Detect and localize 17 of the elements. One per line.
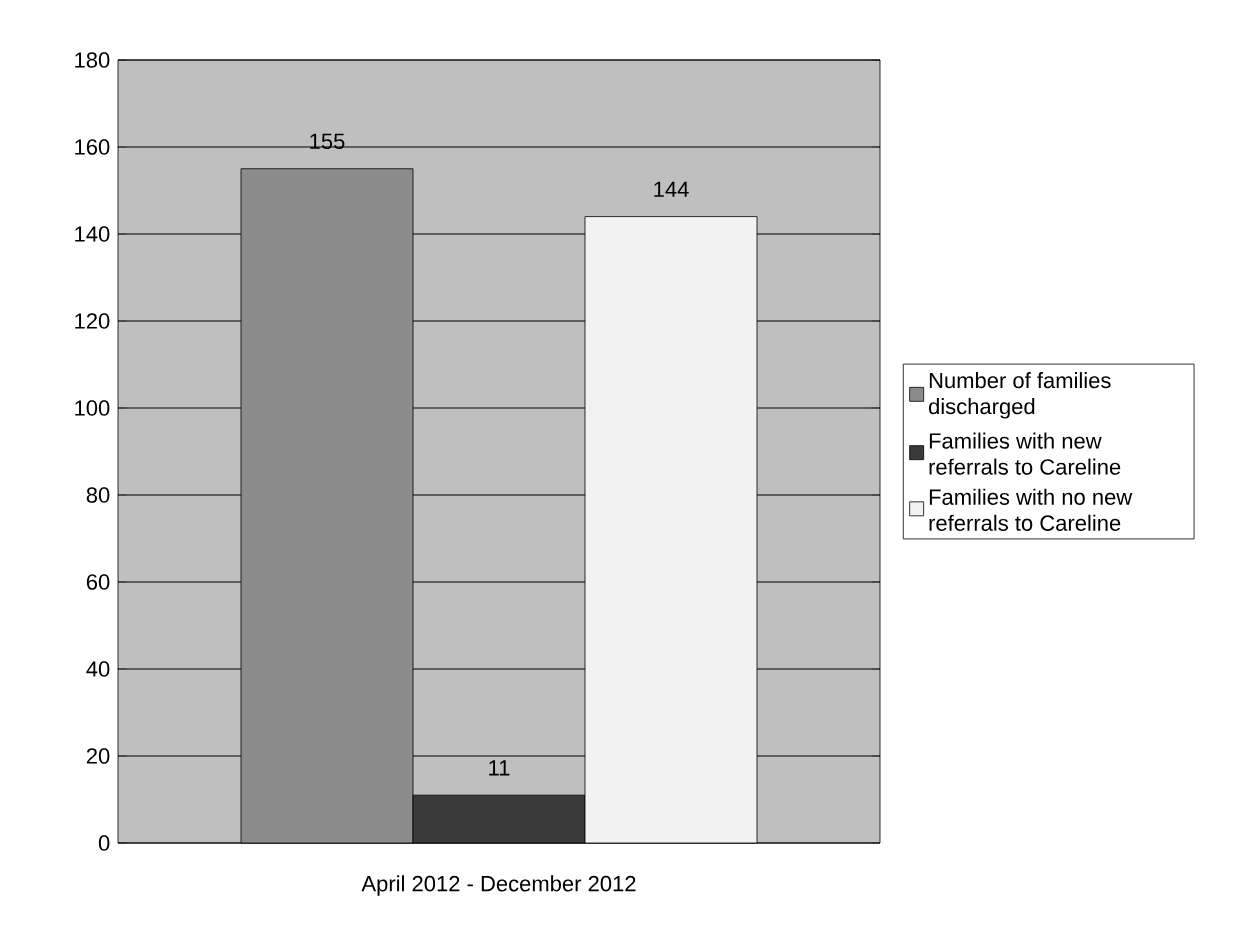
y-tick-label: 20 (86, 748, 110, 764)
legend-label: Families with no new referrals to Careline (929, 488, 1133, 531)
x-tick-label: April 2012 - December 2012 (361, 875, 636, 896)
y-tick-label: 180 (75, 52, 110, 68)
y-tick-label: 40 (86, 661, 110, 677)
y-tick-label: 140 (75, 226, 110, 242)
data-label: 155 (310, 133, 345, 150)
y-tick-label: 60 (86, 574, 110, 590)
legend-label: Families with new referrals to Careline (929, 432, 1121, 475)
y-tick-label: 160 (75, 139, 110, 155)
y-tick-label: 120 (75, 313, 110, 329)
y-tick-label: 0 (98, 835, 110, 851)
y-tick-label: 100 (75, 400, 110, 416)
data-label: 11 (489, 760, 510, 776)
y-tick-label: 80 (86, 487, 110, 503)
data-label: 144 (654, 181, 689, 197)
legend-label: Number of families discharged (928, 372, 1111, 419)
